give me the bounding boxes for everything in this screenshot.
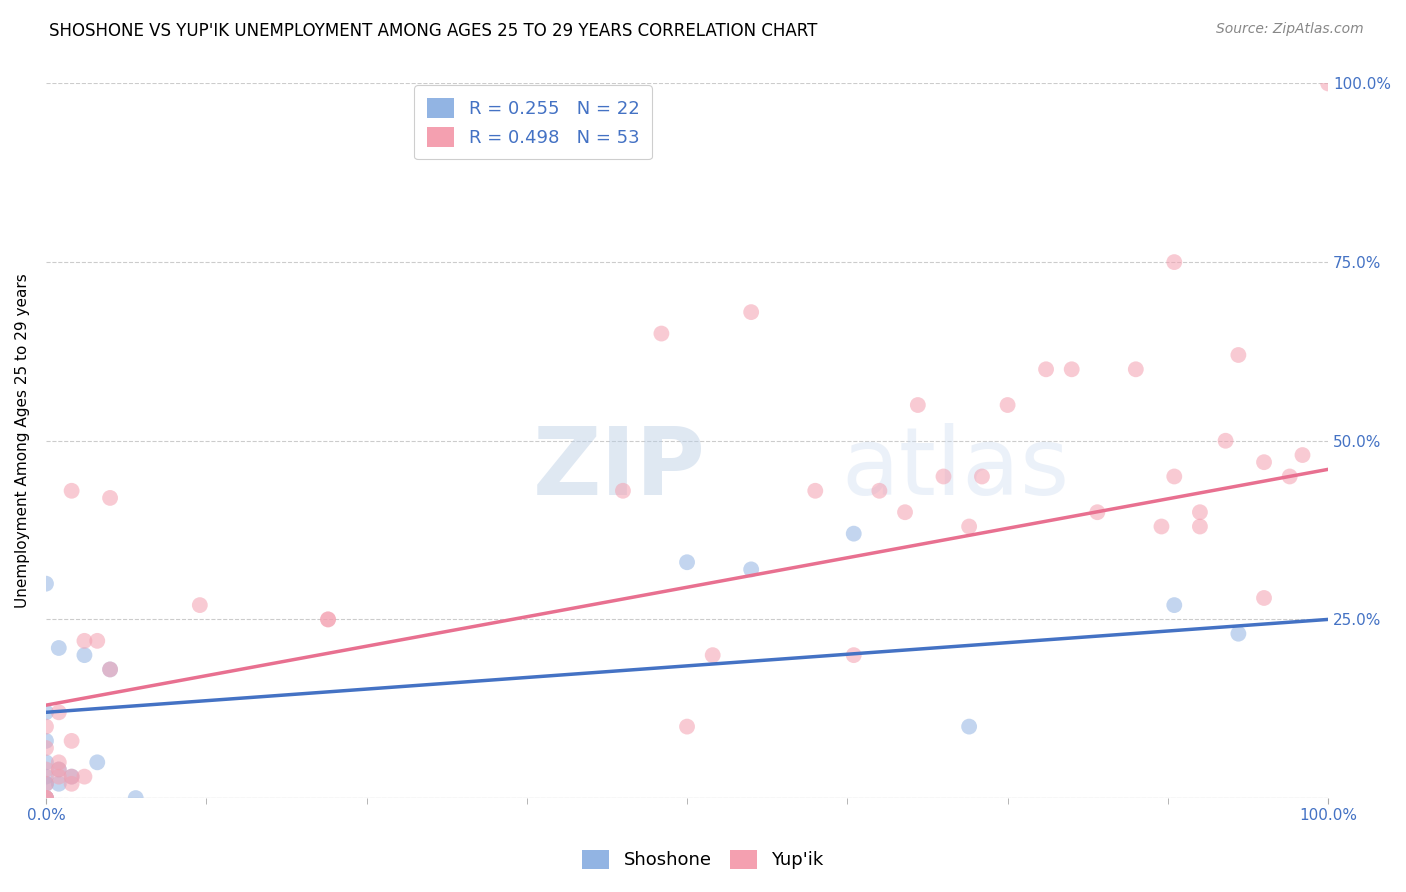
Point xyxy=(957,519,980,533)
Point xyxy=(740,305,762,319)
Y-axis label: Unemployment Among Ages 25 to 29 years: Unemployment Among Ages 25 to 29 years xyxy=(15,273,30,608)
Point xyxy=(1060,362,1083,376)
Point xyxy=(842,526,865,541)
Point xyxy=(35,791,58,805)
Point xyxy=(60,777,83,791)
Point xyxy=(1085,505,1108,519)
Point xyxy=(1163,469,1185,483)
Point xyxy=(35,777,58,791)
Point xyxy=(35,734,58,748)
Point xyxy=(35,770,58,784)
Point xyxy=(60,734,83,748)
Point xyxy=(1125,362,1147,376)
Point xyxy=(60,770,83,784)
Point xyxy=(1227,626,1250,640)
Point xyxy=(676,720,699,734)
Legend: Shoshone, Yup'ik: Shoshone, Yup'ik xyxy=(574,840,832,879)
Point xyxy=(35,763,58,777)
Point xyxy=(60,483,83,498)
Point xyxy=(188,598,211,612)
Point xyxy=(48,706,70,720)
Point xyxy=(86,633,108,648)
Point xyxy=(1188,505,1211,519)
Point xyxy=(932,469,955,483)
Text: Source: ZipAtlas.com: Source: ZipAtlas.com xyxy=(1216,22,1364,37)
Point xyxy=(35,720,58,734)
Point xyxy=(98,491,121,505)
Legend: R = 0.255   N = 22, R = 0.498   N = 53: R = 0.255 N = 22, R = 0.498 N = 53 xyxy=(415,86,652,160)
Point xyxy=(48,640,70,655)
Point xyxy=(316,612,339,626)
Point xyxy=(842,648,865,662)
Point xyxy=(98,662,121,676)
Point xyxy=(73,648,96,662)
Point xyxy=(1278,469,1301,483)
Point xyxy=(612,483,634,498)
Point xyxy=(1291,448,1313,462)
Point xyxy=(894,505,917,519)
Point xyxy=(48,777,70,791)
Point xyxy=(98,662,121,676)
Point xyxy=(125,791,148,805)
Point xyxy=(35,791,58,805)
Point xyxy=(676,555,699,569)
Point xyxy=(316,612,339,626)
Point xyxy=(907,398,929,412)
Point xyxy=(1253,591,1275,605)
Point xyxy=(35,741,58,756)
Point xyxy=(35,777,58,791)
Point xyxy=(804,483,827,498)
Text: atlas: atlas xyxy=(841,424,1069,516)
Point xyxy=(702,648,724,662)
Point xyxy=(970,469,993,483)
Point xyxy=(1188,519,1211,533)
Point xyxy=(1035,362,1057,376)
Text: SHOSHONE VS YUP'IK UNEMPLOYMENT AMONG AGES 25 TO 29 YEARS CORRELATION CHART: SHOSHONE VS YUP'IK UNEMPLOYMENT AMONG AG… xyxy=(49,22,817,40)
Point xyxy=(1163,255,1185,269)
Point xyxy=(957,720,980,734)
Point xyxy=(997,398,1019,412)
Point xyxy=(48,763,70,777)
Point xyxy=(73,770,96,784)
Point xyxy=(1317,77,1340,91)
Point xyxy=(73,633,96,648)
Point xyxy=(35,791,58,805)
Point xyxy=(35,791,58,805)
Point xyxy=(35,576,58,591)
Point xyxy=(35,756,58,770)
Point xyxy=(86,756,108,770)
Point xyxy=(35,706,58,720)
Point xyxy=(868,483,890,498)
Point xyxy=(35,791,58,805)
Point xyxy=(1215,434,1237,448)
Text: ZIP: ZIP xyxy=(533,424,706,516)
Point xyxy=(1150,519,1173,533)
Point xyxy=(1163,598,1185,612)
Point xyxy=(60,770,83,784)
Point xyxy=(1227,348,1250,362)
Point xyxy=(650,326,672,341)
Point xyxy=(740,562,762,576)
Point xyxy=(48,770,70,784)
Point xyxy=(48,763,70,777)
Point xyxy=(48,756,70,770)
Point xyxy=(1253,455,1275,469)
